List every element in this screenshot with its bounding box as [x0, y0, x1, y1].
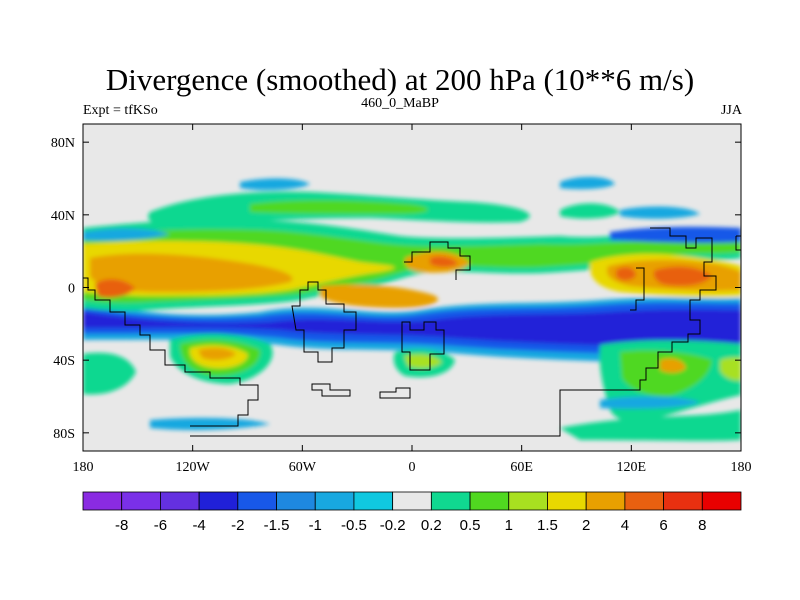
time-period-label: 460_0_MaBP: [361, 96, 439, 111]
coastline-australia: [190, 227, 717, 437]
y-tick-label: 40N: [51, 209, 75, 224]
colorbar-label: 1.5: [537, 517, 558, 534]
x-tick-label: 60E: [510, 460, 533, 475]
coastline-north-america: [735, 235, 741, 251]
colorbar-swatch: [508, 491, 548, 511]
nh-cyan-patch-2: [560, 176, 615, 190]
colorbar-label: -2: [231, 517, 244, 534]
y-tick-label: 40S: [53, 354, 75, 369]
colorbar-label: -8: [115, 517, 128, 534]
sh-divergence-africa-lime: [404, 354, 442, 369]
coastlines: [83, 227, 741, 437]
coastline-africa: [291, 281, 357, 363]
colorbar-swatch: [430, 491, 471, 511]
sh-cyan-antarctic: [150, 417, 270, 431]
colorbar-label: 1: [505, 517, 513, 534]
y-tick-label: 80N: [51, 136, 75, 151]
divergence-core-atlantic-east: [320, 284, 439, 308]
coastline-islands-south: [379, 387, 411, 399]
sh-cyan-south: [600, 396, 700, 409]
colorbar-swatch: [547, 491, 587, 511]
colorbar-label: -1: [309, 517, 322, 534]
colorbar-label: -1.5: [264, 517, 290, 534]
nh-blue-band: [83, 228, 170, 241]
colorbar-label: 8: [698, 517, 706, 534]
x-tick-label: 120E: [617, 460, 647, 475]
colorbar-label: 2: [582, 517, 590, 534]
convergence-band-core: [83, 309, 741, 346]
colorbar-label: 4: [621, 517, 629, 534]
colorbar-swatch: [701, 491, 742, 511]
nh-green-east: [560, 203, 620, 219]
x-tick-label: 0: [409, 460, 416, 475]
nh-blue-band-east: [610, 226, 741, 243]
colorbar-swatch: [276, 491, 316, 511]
sh-divergence-west-green: [83, 352, 136, 395]
colorbar-label: 0.5: [460, 517, 481, 534]
sh-divergence-orange: [198, 347, 236, 361]
divergence-core-atlantic-red: [95, 279, 135, 298]
coastline-india: [630, 267, 645, 311]
colorbar-swatch: [121, 491, 161, 511]
nh-cyan-patch-3: [620, 206, 700, 219]
chart-title: Divergence (smoothed) at 200 hPa (10**6 …: [105, 62, 695, 97]
coastline-europe: [404, 241, 471, 280]
colorbar-swatch: [585, 491, 626, 511]
colorbar-swatch: [82, 491, 123, 511]
divergence-core-africa-red: [430, 256, 458, 267]
sh-divergence-far-east: [720, 357, 741, 381]
colorbar-swatch: [353, 491, 394, 511]
y-axis: 80N 40N 0 40S 80S: [51, 136, 741, 442]
colorbar-swatch: [624, 491, 664, 511]
sh-green-south: [560, 410, 741, 441]
colorbar-label: -0.2: [380, 517, 406, 534]
divergence-core-atlantic: [90, 253, 293, 292]
colorbar-label: -6: [154, 517, 167, 534]
nh-midlat-band-lime: [250, 200, 429, 214]
colorbar-swatch: [160, 491, 200, 511]
colorbar-swatch: [198, 491, 239, 511]
x-tick-label: 120W: [176, 460, 211, 475]
sh-divergence-east-orange: [660, 358, 686, 373]
colorbar-swatch: [469, 491, 510, 511]
coastline-asia: [401, 321, 445, 371]
coastline-south-america: [83, 277, 259, 427]
sh-divergence-east-lime: [620, 350, 712, 397]
y-tick-label: 0: [68, 282, 75, 297]
experiment-label: Expt = tfKSo: [83, 103, 158, 118]
colorbar-swatch: [392, 491, 432, 511]
coastline-islands-west: [311, 383, 351, 397]
colorbar-label: -0.5: [341, 517, 367, 534]
x-tick-label: 180: [731, 460, 752, 475]
colorbar-swatch: [314, 491, 355, 511]
x-axis: 180 120W 60W 0 60E 120E 180: [73, 124, 752, 475]
contour-field: [83, 176, 741, 441]
colorbar-label: -4: [192, 517, 205, 534]
x-tick-label: 60W: [289, 460, 317, 475]
divergence-wpac-red-west: [616, 267, 636, 281]
colorbar-swatch: [663, 491, 703, 511]
season-label: JJA: [720, 103, 742, 118]
colorbar-swatch: [237, 491, 277, 511]
x-tick-label: 180: [73, 460, 94, 475]
colorbar-label: 6: [659, 517, 667, 534]
nh-cyan-patch-1: [240, 178, 310, 191]
colorbar-label: 0.2: [421, 517, 442, 534]
colorbar: -8 -6 -4 -2 -1.5 -1 -0.5 -0.2 0.2 0.5 1 1.5 2 4 6 8: [82, 491, 742, 534]
divergence-wpac-red: [653, 266, 712, 286]
y-tick-label: 80S: [53, 427, 75, 442]
